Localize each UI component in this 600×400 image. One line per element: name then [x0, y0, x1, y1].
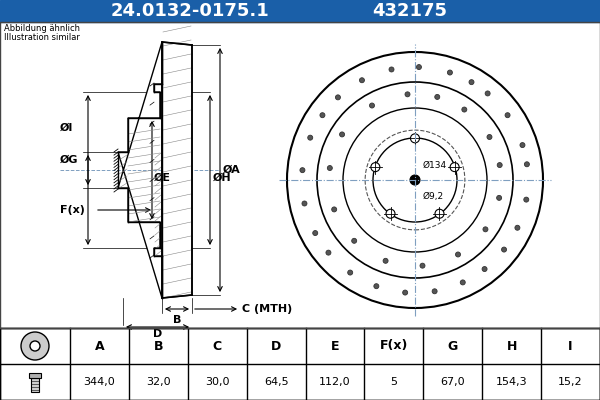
- Circle shape: [352, 238, 356, 243]
- Circle shape: [462, 107, 467, 112]
- Circle shape: [497, 195, 502, 200]
- Text: G: G: [448, 340, 458, 352]
- Text: 64,5: 64,5: [264, 377, 289, 387]
- Text: 15,2: 15,2: [558, 377, 583, 387]
- Circle shape: [370, 103, 374, 108]
- Circle shape: [432, 289, 437, 294]
- Text: Ø9,2: Ø9,2: [423, 192, 444, 201]
- Text: 154,3: 154,3: [496, 377, 527, 387]
- Circle shape: [343, 108, 487, 252]
- Circle shape: [482, 266, 487, 272]
- Circle shape: [410, 175, 420, 185]
- Text: E: E: [331, 340, 339, 352]
- Polygon shape: [118, 42, 162, 298]
- Text: Abbildung ähnlich: Abbildung ähnlich: [4, 24, 80, 33]
- Text: F(x): F(x): [60, 205, 85, 215]
- Circle shape: [287, 52, 543, 308]
- Circle shape: [313, 230, 318, 236]
- Circle shape: [460, 280, 465, 285]
- Circle shape: [30, 341, 40, 351]
- Polygon shape: [162, 42, 192, 298]
- Text: B: B: [173, 315, 181, 325]
- Text: 112,0: 112,0: [319, 377, 351, 387]
- Circle shape: [328, 166, 332, 170]
- Circle shape: [469, 80, 474, 85]
- Circle shape: [403, 290, 407, 295]
- Circle shape: [435, 209, 444, 218]
- Circle shape: [502, 247, 506, 252]
- Circle shape: [386, 209, 395, 218]
- Circle shape: [524, 162, 529, 167]
- Circle shape: [383, 258, 388, 263]
- Text: 32,0: 32,0: [146, 377, 170, 387]
- Circle shape: [524, 197, 529, 202]
- Bar: [29, 373, 41, 378]
- Circle shape: [335, 95, 340, 100]
- Circle shape: [420, 263, 425, 268]
- Circle shape: [21, 332, 49, 360]
- Text: 344,0: 344,0: [83, 377, 115, 387]
- Circle shape: [332, 207, 337, 212]
- Text: ØI: ØI: [60, 123, 73, 133]
- Text: 5: 5: [391, 377, 397, 387]
- Text: C (MTH): C (MTH): [242, 304, 292, 314]
- Circle shape: [497, 162, 502, 168]
- Circle shape: [435, 94, 440, 100]
- Circle shape: [347, 270, 353, 275]
- Circle shape: [389, 67, 394, 72]
- Text: F(x): F(x): [380, 340, 408, 352]
- Text: Illustration similar: Illustration similar: [4, 33, 80, 42]
- Circle shape: [448, 70, 452, 75]
- Text: C: C: [212, 340, 222, 352]
- Circle shape: [374, 284, 379, 289]
- Text: ØH: ØH: [213, 173, 232, 183]
- Circle shape: [320, 113, 325, 118]
- Text: H: H: [506, 340, 517, 352]
- Circle shape: [405, 92, 410, 97]
- Text: Ø134: Ø134: [423, 161, 447, 170]
- Circle shape: [485, 91, 490, 96]
- Text: D: D: [153, 329, 162, 339]
- Circle shape: [505, 113, 510, 118]
- Text: 24.0132-0175.1: 24.0132-0175.1: [110, 2, 269, 20]
- Text: 432175: 432175: [373, 2, 448, 20]
- Bar: [31, 378, 39, 392]
- Text: I: I: [568, 340, 573, 352]
- Bar: [0, 22, 600, 328]
- Text: 30,0: 30,0: [205, 377, 229, 387]
- Circle shape: [371, 163, 380, 172]
- Text: B: B: [154, 340, 163, 352]
- Circle shape: [317, 82, 513, 278]
- Circle shape: [373, 138, 457, 222]
- Circle shape: [326, 250, 331, 255]
- Text: ØA: ØA: [223, 165, 241, 175]
- Circle shape: [308, 135, 313, 140]
- Circle shape: [450, 163, 459, 172]
- Circle shape: [520, 142, 525, 148]
- Text: ØG: ØG: [60, 155, 79, 165]
- Circle shape: [302, 201, 307, 206]
- Circle shape: [487, 134, 492, 140]
- Bar: [0, 328, 600, 400]
- Circle shape: [340, 132, 344, 137]
- Text: D: D: [271, 340, 281, 352]
- Circle shape: [515, 225, 520, 230]
- Circle shape: [359, 78, 364, 83]
- Text: 67,0: 67,0: [440, 377, 465, 387]
- Circle shape: [416, 64, 421, 70]
- Circle shape: [300, 168, 305, 173]
- Circle shape: [410, 134, 419, 143]
- Bar: [0, 22, 600, 328]
- Bar: [0, 0, 600, 22]
- Circle shape: [483, 227, 488, 232]
- Text: A: A: [95, 340, 104, 352]
- Circle shape: [455, 252, 461, 257]
- Text: ØE: ØE: [154, 173, 171, 183]
